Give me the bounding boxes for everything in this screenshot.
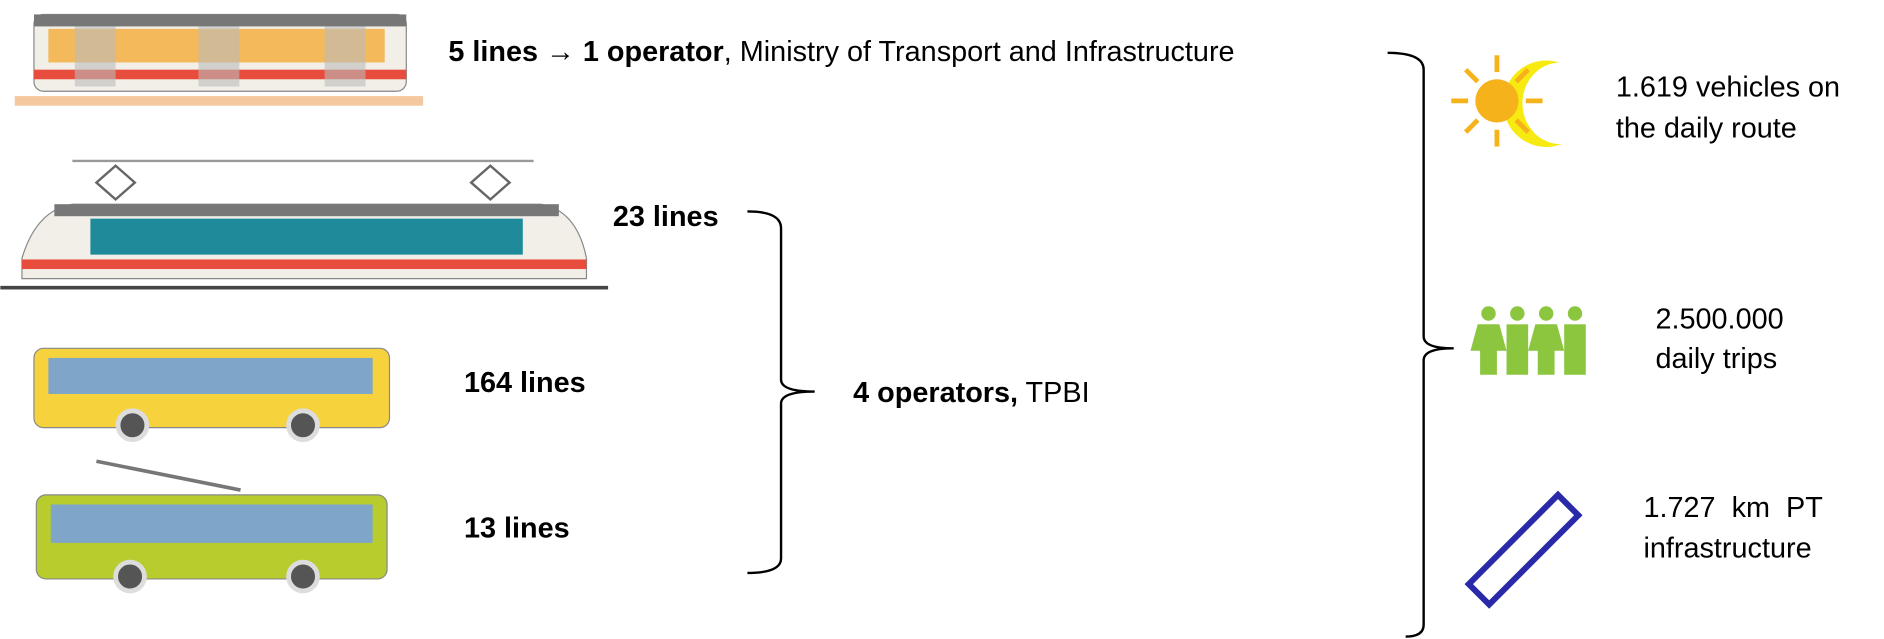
stat-2-line-1: infrastructure bbox=[1643, 533, 1811, 565]
group-operator: TPBI bbox=[1018, 377, 1090, 409]
infographic: 5 lines → 1 operator, Ministry of Transp… bbox=[0, 0, 1884, 639]
trolleybus-label: 13 lines bbox=[464, 512, 570, 544]
ruler-icon bbox=[1469, 495, 1579, 605]
stat-2-line-0: 1.727 km PT bbox=[1643, 492, 1822, 524]
bus-label: 164 lines bbox=[464, 367, 586, 399]
tram-label: 23 lines bbox=[613, 201, 719, 233]
stat-0-line-0: 1.619 vehicles on bbox=[1616, 71, 1840, 103]
summary-bracket bbox=[1388, 53, 1454, 637]
metro-label: 5 lines → 1 operator, Ministry of Transp… bbox=[448, 35, 1234, 67]
group-bold: 4 operators, bbox=[853, 377, 1018, 409]
group-label: 4 operators, TPBI bbox=[853, 377, 1089, 409]
bus-icon bbox=[34, 348, 390, 439]
stat-0-line-1: the daily route bbox=[1616, 112, 1797, 144]
group-bracket bbox=[747, 211, 814, 573]
people-icon bbox=[1470, 306, 1585, 374]
stat-1-line-0: 2.500.000 bbox=[1655, 303, 1783, 335]
stat-1-line-1: daily trips bbox=[1655, 343, 1777, 375]
tram-icon bbox=[0, 161, 608, 290]
day-night-icon bbox=[1451, 55, 1562, 147]
metro-icon bbox=[15, 14, 423, 105]
metro-operator: , Ministry of Transport and Infrastructu… bbox=[724, 35, 1235, 67]
trolleybus-icon bbox=[36, 461, 387, 591]
metro-bold: 5 lines → 1 operator bbox=[448, 35, 723, 67]
